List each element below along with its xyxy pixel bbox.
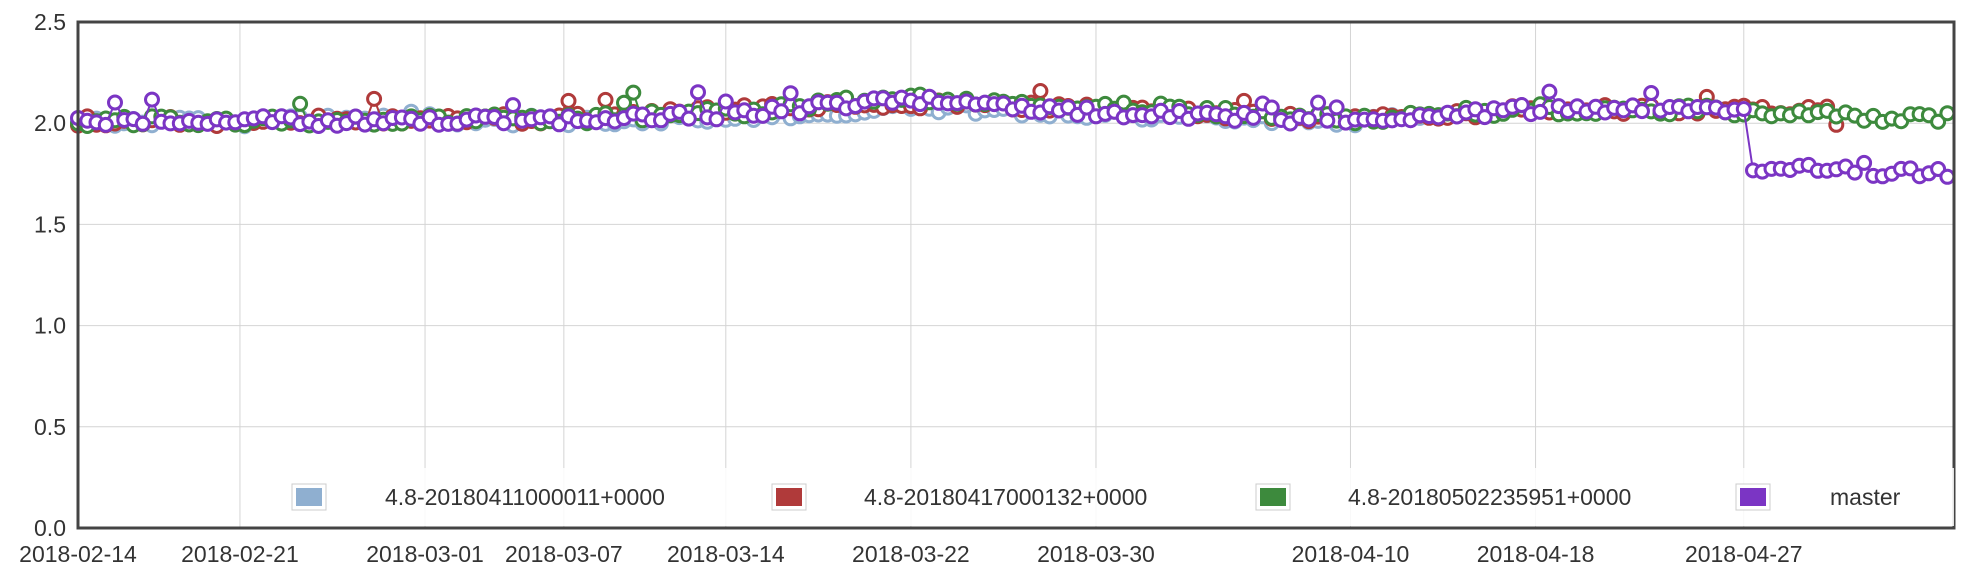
- x-tick-label: 2018-02-21: [181, 541, 299, 567]
- data-point: [616, 94, 632, 111]
- y-tick-label: 2.5: [34, 9, 66, 35]
- legend-label: 4.8-20180411000011+0000: [385, 484, 665, 510]
- x-tick-label: 2018-04-10: [1292, 541, 1410, 567]
- data-point: [134, 115, 151, 132]
- data-point: [1310, 94, 1327, 111]
- data-point: [754, 107, 771, 124]
- data-point: [1541, 83, 1558, 100]
- data-point: [1078, 99, 1095, 116]
- x-tick-label: 2018-02-14: [19, 541, 137, 567]
- data-point: [1643, 85, 1660, 101]
- legend-item-2[interactable]: 4.8-20180502235951+0000: [1255, 483, 1631, 511]
- plot-frame: [76, 20, 1956, 530]
- data-point: [1939, 168, 1956, 185]
- legend-item-1[interactable]: 4.8-20180417000132+0000: [771, 483, 1147, 511]
- data-point: [625, 84, 642, 101]
- legend-label: 4.8-20180417000132+0000: [864, 484, 1147, 510]
- data-point: [107, 94, 123, 111]
- y-tick-label: 1.5: [34, 211, 66, 237]
- data-point: [366, 90, 383, 107]
- data-point: [144, 91, 160, 108]
- data-point: [560, 92, 577, 109]
- data-point: [773, 103, 790, 120]
- legend-swatch: [1740, 488, 1766, 506]
- x-tick-label: 2018-04-27: [1685, 541, 1803, 567]
- x-tick-label: 2018-03-14: [667, 541, 785, 567]
- series-3: [70, 83, 1956, 185]
- data-point: [717, 93, 734, 110]
- data-point: [782, 85, 799, 102]
- legend-item-3[interactable]: master: [1735, 483, 1901, 511]
- x-tick-label: 2018-03-07: [505, 541, 623, 567]
- legend-item-0[interactable]: 4.8-20180411000011+0000: [291, 483, 665, 511]
- data-point: [1634, 103, 1650, 120]
- data-point: [1328, 99, 1345, 116]
- data-point: [597, 91, 614, 108]
- y-tick-label: 0.5: [34, 414, 66, 440]
- data-point: [680, 110, 697, 127]
- data-point: [690, 84, 706, 101]
- data-point: [1939, 105, 1956, 122]
- data-point: [1532, 103, 1549, 120]
- data-point: [1513, 97, 1530, 113]
- legend-swatch: [1260, 488, 1286, 506]
- y-tick-label: 1.0: [34, 313, 66, 339]
- y-tick-label: 0.0: [34, 515, 66, 541]
- y-tick-label: 2.0: [34, 110, 66, 136]
- x-axis-ticks: 2018-02-14 2018-02-21 2018-03-01 2018-03-07…: [19, 541, 1802, 567]
- x-tick-label: 2018-04-18: [1477, 541, 1595, 567]
- legend[interactable]: 4.8-20180411000011+0000 4.8-2018041700013…: [268, 468, 1954, 526]
- legend-swatch: [776, 488, 802, 506]
- y-axis-ticks: 0.0 0.5 1.0 1.5 2.0 2.5: [34, 9, 66, 541]
- legend-swatch: [296, 488, 322, 506]
- legend-background: [268, 468, 1954, 526]
- x-tick-label: 2018-03-30: [1037, 541, 1155, 567]
- data-point: [1319, 112, 1336, 129]
- data-point: [1856, 154, 1873, 171]
- data-point: [495, 115, 512, 132]
- legend-label: master: [1830, 484, 1901, 510]
- data-point: [505, 97, 521, 114]
- data-point: [1735, 101, 1752, 117]
- data-point: [1300, 111, 1317, 128]
- data-point: [1032, 83, 1049, 99]
- series-layer: [70, 83, 1956, 185]
- x-tick-label: 2018-03-22: [852, 541, 970, 567]
- x-tick-label: 2018-03-01: [366, 541, 484, 567]
- data-point: [97, 116, 114, 133]
- data-point: [1930, 113, 1947, 130]
- data-point: [1846, 164, 1863, 181]
- legend-label: 4.8-20180502235951+0000: [1348, 484, 1631, 510]
- data-point: [1245, 109, 1262, 126]
- data-point: [1476, 109, 1493, 126]
- data-point: [1263, 99, 1280, 116]
- data-point: [708, 111, 725, 128]
- data-point: [292, 95, 309, 112]
